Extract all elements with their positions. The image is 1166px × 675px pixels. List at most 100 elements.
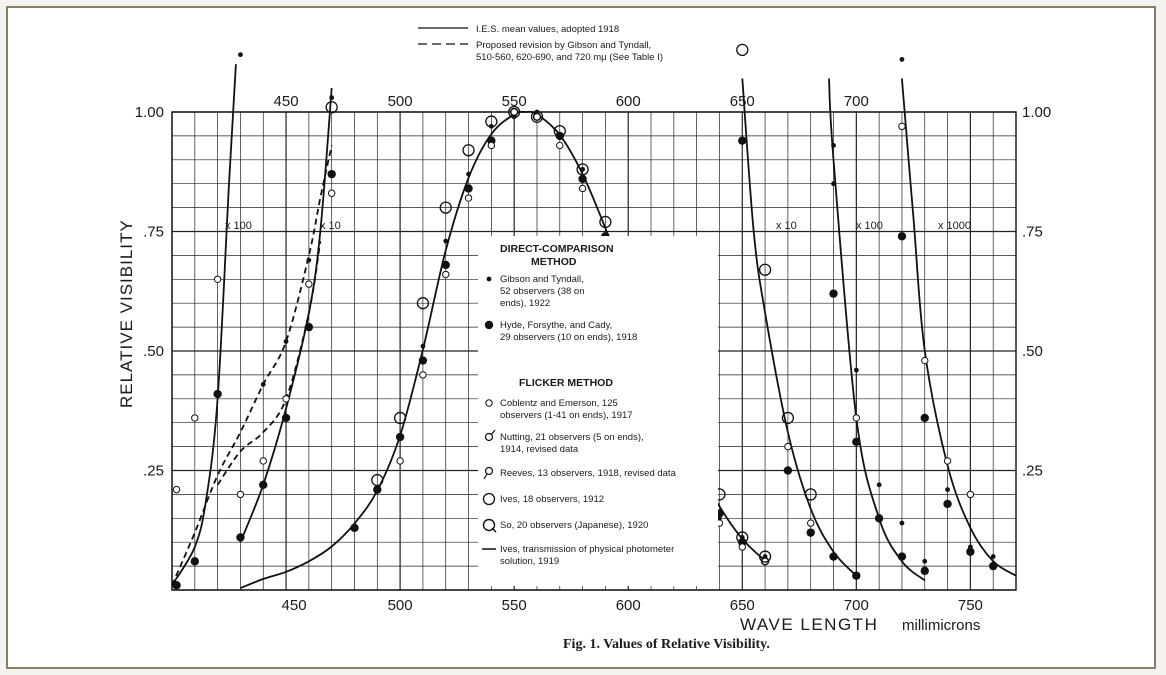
data-point-small-circle	[396, 457, 404, 465]
legend-center-bg	[478, 236, 718, 586]
legend-entry-text: Gibson and Tyndall,	[500, 274, 584, 285]
data-point-big-circle	[736, 43, 749, 57]
data-point-big-dot	[874, 514, 884, 523]
data-point-small-dot	[283, 339, 289, 344]
legend-entry-text: observers (1-41 on ends), 1917	[500, 410, 633, 421]
data-point-small-circle	[784, 442, 792, 451]
data-point-big-dot	[806, 528, 815, 537]
data-point-small-circle	[213, 275, 222, 283]
legend-entry: Gibson and Tyndall,52 observers (38 onen…	[486, 274, 585, 309]
legend-entry: Reeves, 13 observers, 1918, revised data	[483, 466, 677, 480]
annotation-x100-right: x 100	[856, 220, 883, 232]
data-point-big-dot	[304, 322, 314, 332]
data-point-big-circle	[371, 473, 384, 487]
legend-marker-small-circle	[485, 399, 493, 407]
data-point-small-circle	[556, 141, 564, 150]
marker-circle	[484, 466, 494, 476]
data-point-big-dot	[897, 552, 907, 561]
y-tick-left: 1.00	[135, 104, 164, 121]
legend-marker-circle-tick	[484, 429, 496, 442]
legend-center: DIRECT-COMPARISON METHOD FLICKER METHOD …	[478, 236, 718, 586]
legend-entry-text: 52 observers (38 on	[500, 286, 585, 297]
data-point-big-dot	[738, 136, 747, 145]
legend-marker-circle-stem	[483, 466, 494, 480]
data-point-small-dot	[443, 238, 449, 244]
y-tick-left: .25	[143, 463, 164, 480]
annotation-x10-left: x 10	[320, 220, 341, 232]
data-point-big-dot	[943, 499, 952, 509]
data-point-small-circle	[852, 414, 861, 422]
series-line-3	[741, 78, 857, 577]
y-tick-left: .50	[143, 343, 164, 360]
data-point-small-circle	[510, 108, 518, 116]
x-tick-bottom: 650	[730, 597, 755, 614]
data-point-big-dot	[966, 547, 975, 556]
figure-frame: 500 550 600 650 700 750 450 450 500 550 600 650 700 1…	[6, 6, 1156, 669]
data-point-small-dot	[580, 166, 585, 172]
y-tick-right: .75	[1022, 224, 1043, 241]
data-point-small-circle	[578, 184, 587, 193]
y-tick-right: .50	[1022, 343, 1043, 360]
data-point-small-circle	[259, 457, 267, 465]
legend-marker-big-circle	[482, 492, 496, 506]
data-point-small-circle	[898, 122, 906, 131]
y-axis-label: RELATIVE VISIBILITY	[117, 219, 136, 408]
data-point-big-dot	[783, 466, 793, 475]
data-point-small-circle	[738, 543, 746, 551]
data-point-big-circle	[553, 124, 566, 138]
data-point-big-circle	[781, 411, 795, 425]
data-point-big-dot	[578, 174, 587, 184]
data-point-small-dot	[899, 57, 905, 62]
data-point-big-dot	[920, 566, 929, 576]
x-tick-bottom: 700	[844, 597, 869, 614]
legend-dashed-label-2: 510-560, 620-690, and 720 mμ (See Table …	[476, 52, 663, 63]
data-point-small-circle	[807, 519, 815, 527]
legend-entry: Nutting, 21 observers (5 on ends),1914, …	[484, 429, 644, 455]
data-point-small-circle	[533, 113, 541, 121]
tick-labels: 500 550 600 650 700 750 450 450 500 550 600 650 700 1…	[135, 93, 1051, 614]
annotations: x 100 x 10 x 10 x 100 x 1000	[225, 220, 971, 232]
x-tick-bottom: 750	[958, 597, 983, 614]
series-line-7	[216, 240, 322, 486]
data-point-small-circle	[487, 141, 496, 150]
data-point-small-dot	[922, 558, 928, 564]
data-point-small-circle	[966, 490, 975, 499]
data-point-small-dot	[831, 181, 836, 187]
data-point-big-circle	[576, 163, 589, 176]
data-point-big-dot	[259, 480, 268, 490]
data-point-big-dot	[213, 389, 222, 399]
marker-circle	[484, 432, 494, 442]
data-point-small-dot	[306, 257, 312, 263]
annotation-x100-left: x 100	[225, 220, 252, 232]
legend-marker-circle-q	[482, 518, 497, 533]
data-point-small-circle	[327, 189, 336, 197]
series-line-4	[828, 78, 926, 582]
data-point-big-circle	[325, 101, 338, 114]
data-point-big-dot	[236, 533, 245, 542]
legend-entry-text: Ives, transmission of physical photomete…	[500, 544, 674, 555]
data-point-small-dot	[853, 367, 859, 373]
data-point-big-dot	[395, 432, 405, 442]
legend-entry: Ives, 18 observers, 1912	[482, 492, 604, 506]
data-point-small-dot	[329, 95, 335, 101]
legend-entry-text: So, 20 observers (Japanese), 1920	[500, 520, 648, 531]
legend-heading-direct: DIRECT-COMPARISON	[500, 243, 614, 255]
legend-entry: Hyde, Forsythe, and Cady,29 observers (1…	[484, 320, 637, 343]
y-tick-left: .75	[143, 224, 164, 241]
legend-solid-label: I.E.S. mean values, adopted 1918	[476, 24, 619, 35]
x-axis-title: WAVE LENGTH millimicrons	[740, 615, 980, 634]
legend-entry-text: Ives, 18 observers, 1912	[500, 494, 604, 505]
chart: 500 550 600 650 700 750 450 450 500 550 600 650 700 1…	[117, 24, 1051, 652]
data-point-big-dot	[829, 552, 838, 561]
legend-entry-text: ends), 1922	[500, 298, 550, 309]
data-point-big-circle	[416, 297, 430, 310]
data-point-big-circle	[462, 144, 475, 157]
data-point-small-dot	[420, 343, 426, 349]
x-tick-bottom: 500	[388, 597, 413, 614]
plot-border	[171, 111, 1017, 591]
legend-marker-small-dot	[486, 276, 492, 282]
legend-top: I.E.S. mean values, adopted 1918 Propose…	[418, 24, 663, 63]
data-point-small-circle	[236, 490, 245, 499]
legend-heading-direct-2: METHOD	[531, 256, 577, 268]
x-tick-top: 450	[274, 93, 299, 110]
